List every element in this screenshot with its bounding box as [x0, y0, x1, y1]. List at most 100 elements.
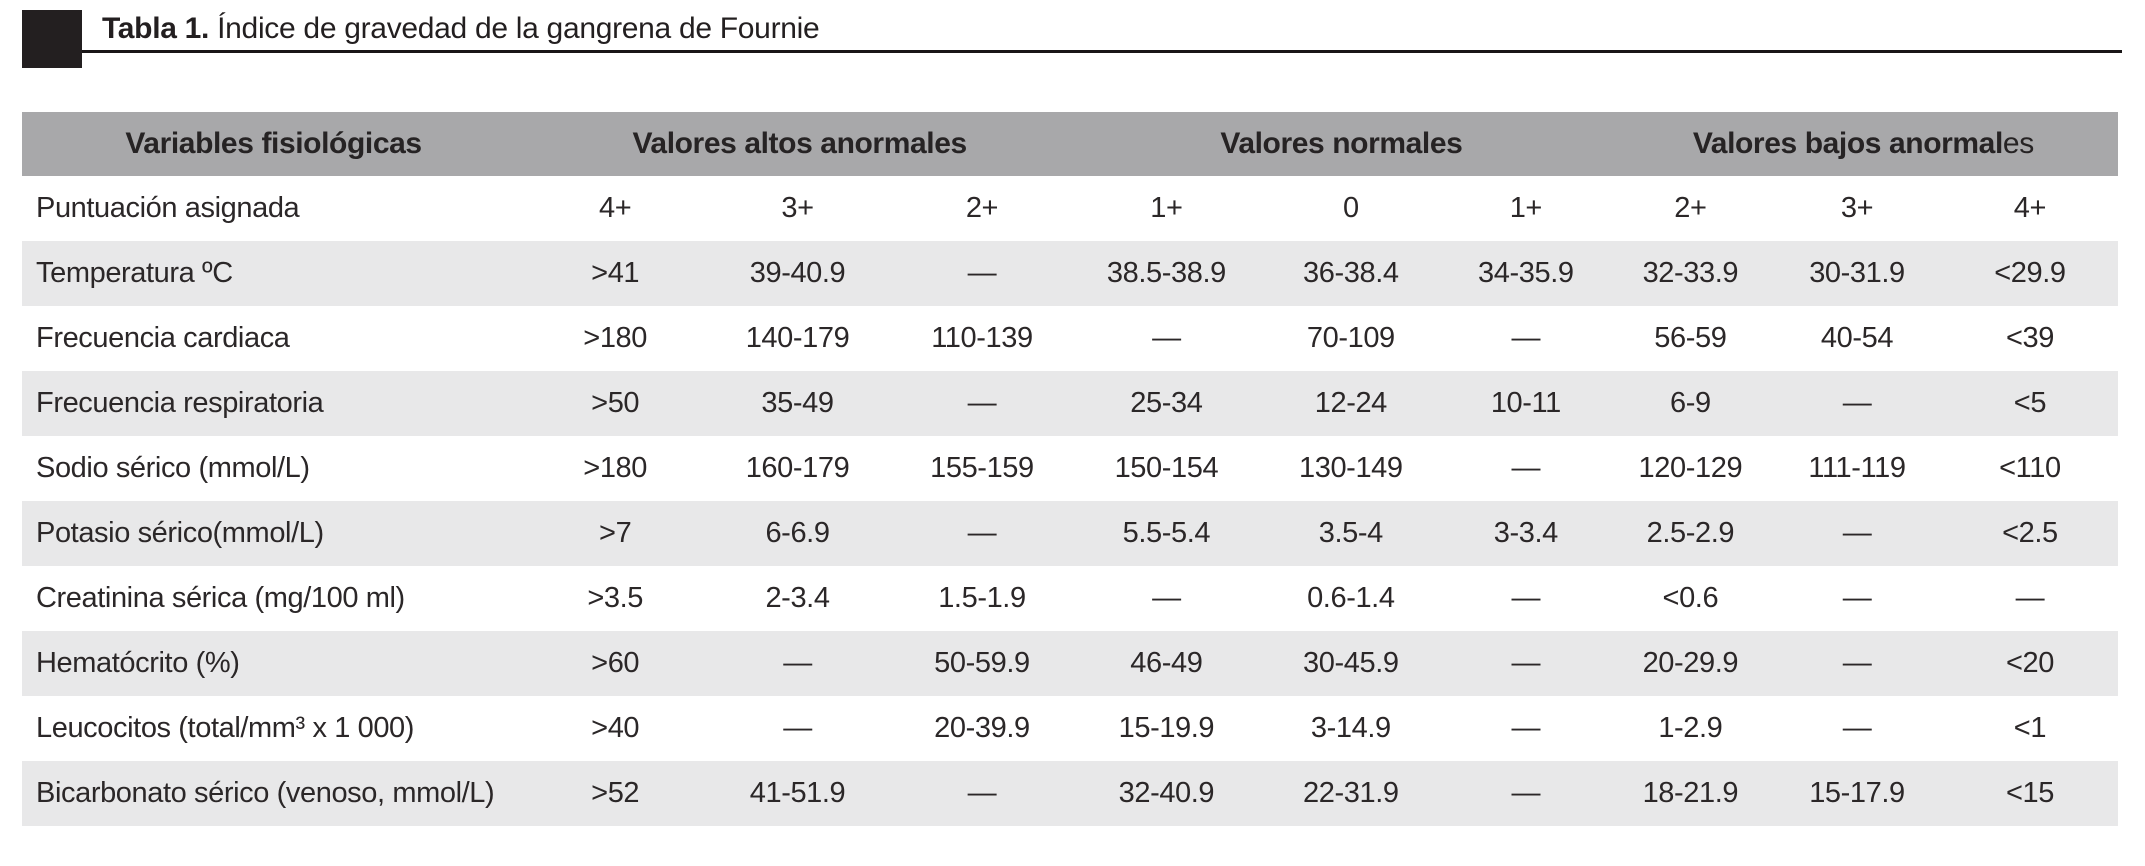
cell-value: —	[1772, 501, 1942, 566]
cell-value: 3+	[1840, 192, 1874, 224]
cell-value: 1+	[1509, 192, 1543, 224]
cell-value: >60	[525, 631, 706, 696]
row-label: Frecuencia respiratoria	[22, 371, 526, 436]
cell-value: 18-21.9	[1608, 761, 1773, 826]
cell-value: 3-3.4	[1443, 501, 1609, 566]
cell-value: 120-129	[1638, 452, 1743, 484]
row-label: Frecuencia cardiaca	[36, 322, 290, 354]
cell-value: <29.9	[1941, 241, 2118, 306]
cell-value: 30-31.9	[1772, 241, 1942, 306]
cell-value: 20-29.9	[1608, 631, 1773, 696]
cell-value: >180	[583, 452, 648, 484]
cell-value: 40-54	[1820, 322, 1894, 354]
table-marker-square	[22, 10, 82, 68]
table-body: Puntuación asignada 4+ 3+ 2+ 1+ 0 1+ 2+ 3+ 4+ Temp…	[22, 176, 2118, 826]
cell-value: 1.5-1.9	[938, 582, 1026, 614]
table-row: Temperatura ºC >41 39-40.9—38.5-38.9 36-38.…	[22, 241, 2118, 306]
cell-value: 0.6-1.4	[1307, 582, 1395, 614]
cell-value: 130-149	[1299, 452, 1403, 484]
cell-value: 160-179	[745, 452, 850, 484]
cell-value: —	[1511, 322, 1541, 354]
cell-value: 22-31.9	[1258, 761, 1444, 826]
cell-value: —	[889, 371, 1075, 436]
cell-value: 12-24	[1258, 371, 1444, 436]
cell-value: —	[889, 761, 1075, 826]
table-row: Hematócrito (%) >60—50-59.9 46-49 30-45.9—2…	[22, 631, 2118, 696]
cell-value: —	[889, 241, 1075, 306]
cell-value: —	[1443, 761, 1609, 826]
cell-value: 3.5-4	[1258, 501, 1444, 566]
column-group-header: Valores bajos anormales	[1608, 112, 2118, 176]
row-label: Temperatura ºC	[22, 241, 526, 306]
cell-value: 1-2.9	[1658, 712, 1723, 744]
cell-value: 15-19.9	[1118, 712, 1215, 744]
cell-value: >50	[525, 371, 706, 436]
cell-value: 30-45.9	[1258, 631, 1444, 696]
table-row: Puntuación asignada 4+ 3+ 2+ 1+ 0 1+ 2+ 3+ 4+	[22, 176, 2118, 241]
cell-value: —	[1511, 452, 1541, 484]
cell-value: 110-139	[931, 322, 1033, 354]
header-suffix: es	[2002, 127, 2034, 160]
cell-value: —	[1842, 582, 1872, 614]
cell-value: —	[1842, 712, 1872, 744]
cell-value: 2.5-2.9	[1608, 501, 1773, 566]
cell-value: 10-11	[1443, 371, 1609, 436]
cell-value: 111-119	[1808, 452, 1906, 484]
cell-value: >3.5	[587, 582, 643, 614]
cell-value: 4+	[2013, 192, 2047, 224]
cell-value: 2-3.4	[765, 582, 830, 614]
cell-value: —	[1772, 371, 1942, 436]
cell-value: —	[2015, 582, 2045, 614]
cell-value: 41-51.9	[705, 761, 890, 826]
cell-value: >40	[591, 712, 640, 744]
cell-value: —	[889, 501, 1075, 566]
cell-value: 39-40.9	[705, 241, 890, 306]
table-title-number: Tabla 1.	[102, 12, 210, 45]
table-header: Variables fisiológicas Valores altos anor…	[22, 112, 2118, 176]
cell-value: 6-9	[1608, 371, 1773, 436]
cell-value: 25-34	[1074, 371, 1259, 436]
cell-value: —	[1511, 712, 1541, 744]
table-row: Frecuencia respiratoria >50 35-49—25-34 12-…	[22, 371, 2118, 436]
title-divider	[82, 50, 2122, 53]
cell-value: 0	[1342, 192, 1359, 224]
cell-value: <1	[2013, 712, 2047, 744]
cell-value: —	[783, 712, 812, 744]
cell-value: 38.5-38.9	[1074, 241, 1259, 306]
severity-index-table: Variables fisiológicas Valores altos anor…	[22, 112, 2118, 826]
cell-value: 2+	[965, 192, 999, 224]
cell-value: 6-6.9	[705, 501, 890, 566]
cell-value: 32-40.9	[1074, 761, 1259, 826]
cell-value: —	[1772, 631, 1942, 696]
row-label: Leucocitos (total/mm³ x 1 000)	[36, 712, 415, 744]
table-row: Sodio sérico (mmol/L) >180 160-179 155-159 1…	[22, 436, 2118, 501]
cell-value: 3+	[781, 192, 814, 224]
cell-value: 5.5-5.4	[1074, 501, 1259, 566]
cell-value: 15-17.9	[1772, 761, 1942, 826]
column-group-header: Valores altos anormales	[525, 112, 1075, 176]
cell-value: 35-49	[705, 371, 890, 436]
row-label: Hematócrito (%)	[22, 631, 526, 696]
row-label: Sodio sérico (mmol/L)	[36, 452, 310, 484]
column-group-header: Variables fisiológicas	[22, 112, 526, 176]
cell-value: >180	[583, 322, 648, 354]
cell-value: <39	[2005, 322, 2054, 354]
cell-value: 140-179	[745, 322, 850, 354]
cell-value: <20	[1941, 631, 2118, 696]
table-row: Frecuencia cardiaca >180 140-179 110-139 — 70…	[22, 306, 2118, 371]
cell-value: 46-49	[1074, 631, 1259, 696]
cell-value: 20-39.9	[934, 712, 1030, 744]
cell-value: >41	[525, 241, 706, 306]
header-row: Variables fisiológicas Valores altos anor…	[22, 112, 2118, 176]
table-row: Bicarbonato sérico (venoso, mmol/L) >52 41…	[22, 761, 2118, 826]
cell-value: 150-154	[1114, 452, 1219, 484]
cell-value: >7	[525, 501, 706, 566]
table-row: Creatinina sérica (mg/100 ml) >3.5 2-3.4 1.…	[22, 566, 2118, 631]
cell-value: >52	[525, 761, 706, 826]
cell-value: 36-38.4	[1258, 241, 1444, 306]
cell-value: <110	[1999, 452, 2061, 484]
cell-value: 56-59	[1654, 322, 1727, 354]
cell-value: 34-35.9	[1443, 241, 1609, 306]
cell-value: <15	[1941, 761, 2118, 826]
